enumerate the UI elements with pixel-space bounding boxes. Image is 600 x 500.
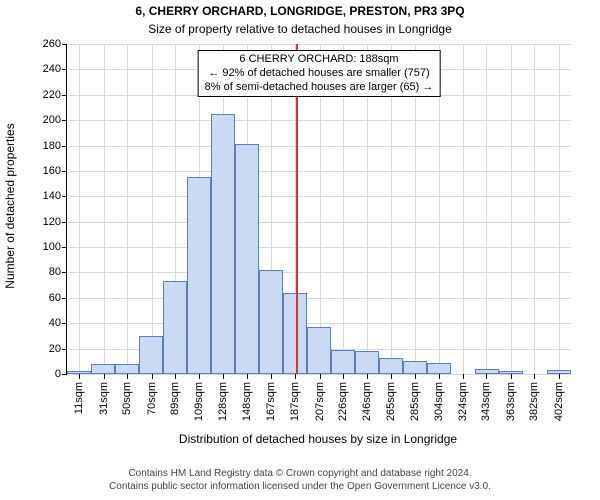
xtick-mark xyxy=(415,374,416,379)
gridline-v xyxy=(127,44,128,374)
xtick-mark xyxy=(199,374,200,379)
x-axis-label: Distribution of detached houses by size … xyxy=(66,432,570,446)
xtick-mark xyxy=(79,374,80,379)
xtick-mark xyxy=(223,374,224,379)
ytick-label: 160 xyxy=(43,165,67,177)
histogram-bar xyxy=(163,281,187,374)
histogram-bar xyxy=(235,144,259,374)
xtick-label: 167sqm xyxy=(265,382,277,421)
footer-line-1: Contains HM Land Registry data © Crown c… xyxy=(0,468,600,481)
xtick-label: 304sqm xyxy=(433,382,445,421)
xtick-label: 363sqm xyxy=(505,382,517,421)
annotation-line-3: 8% of semi-detached houses are larger (6… xyxy=(205,81,434,95)
xtick-mark xyxy=(175,374,176,379)
histogram-bar xyxy=(91,364,115,374)
histogram-bar xyxy=(211,114,235,374)
ytick-label: 20 xyxy=(49,343,67,355)
ytick-label: 100 xyxy=(43,241,67,253)
histogram-bar xyxy=(259,270,283,374)
xtick-mark xyxy=(320,374,321,379)
xtick-label: 128sqm xyxy=(217,382,229,421)
histogram-bar xyxy=(403,361,427,374)
histogram-bar xyxy=(283,293,307,374)
xtick-label: 285sqm xyxy=(409,382,421,421)
gridline-v xyxy=(152,44,153,374)
xtick-mark xyxy=(439,374,440,379)
histogram-bar xyxy=(187,177,211,374)
xtick-mark xyxy=(152,374,153,379)
gridline-v xyxy=(534,44,535,374)
xtick-label: 31sqm xyxy=(98,382,110,415)
ytick-label: 40 xyxy=(49,317,67,329)
chart-area: Number of detached properties 0204060801… xyxy=(66,44,570,374)
ytick-label: 240 xyxy=(43,63,67,75)
gridline-v xyxy=(79,44,80,374)
gridline-v xyxy=(463,44,464,374)
gridline-v xyxy=(511,44,512,374)
ytick-label: 80 xyxy=(49,266,67,278)
histogram-bar xyxy=(307,327,331,374)
xtick-label: 89sqm xyxy=(169,382,181,415)
histogram-bar xyxy=(331,350,355,374)
xtick-mark xyxy=(463,374,464,379)
chart-subtitle: Size of property relative to detached ho… xyxy=(0,22,600,36)
figure: { "canvas": { "width": 600, "height": 50… xyxy=(0,0,600,500)
footer-line-2: Contains public sector information licen… xyxy=(0,481,600,494)
ytick-label: 140 xyxy=(43,190,67,202)
xtick-label: 226sqm xyxy=(337,382,349,421)
ytick-label: 60 xyxy=(49,292,67,304)
xtick-mark xyxy=(271,374,272,379)
xtick-label: 148sqm xyxy=(241,382,253,421)
xtick-mark xyxy=(511,374,512,379)
ytick-label: 180 xyxy=(43,140,67,152)
xtick-label: 187sqm xyxy=(289,382,301,421)
histogram-bar xyxy=(355,351,379,374)
histogram-bar xyxy=(427,363,451,374)
xtick-label: 265sqm xyxy=(385,382,397,421)
annotation-box: 6 CHERRY ORCHARD: 188sqm ← 92% of detach… xyxy=(198,50,441,97)
histogram-bar xyxy=(139,336,163,374)
xtick-label: 207sqm xyxy=(314,382,326,421)
xtick-mark xyxy=(559,374,560,379)
xtick-mark xyxy=(486,374,487,379)
xtick-label: 343sqm xyxy=(480,382,492,421)
footer: Contains HM Land Registry data © Crown c… xyxy=(0,468,600,493)
xtick-mark xyxy=(391,374,392,379)
xtick-label: 109sqm xyxy=(193,382,205,421)
histogram-bar xyxy=(115,364,139,374)
xtick-mark xyxy=(367,374,368,379)
ytick-label: 260 xyxy=(43,38,67,50)
xtick-label: 11sqm xyxy=(73,382,85,414)
xtick-mark xyxy=(295,374,296,379)
plot-region: 020406080100120140160180200220240260 11s… xyxy=(66,44,571,375)
xtick-label: 50sqm xyxy=(121,382,133,415)
xtick-mark xyxy=(343,374,344,379)
xtick-mark xyxy=(247,374,248,379)
xtick-mark xyxy=(127,374,128,379)
gridline-v xyxy=(486,44,487,374)
xtick-label: 382sqm xyxy=(528,382,540,421)
xtick-mark xyxy=(104,374,105,379)
histogram-bar xyxy=(379,358,403,375)
gridline-v xyxy=(104,44,105,374)
annotation-line-1: 6 CHERRY ORCHARD: 188sqm xyxy=(205,53,434,67)
ytick-label: 220 xyxy=(43,89,67,101)
xtick-label: 324sqm xyxy=(457,382,469,421)
ytick-label: 200 xyxy=(43,114,67,126)
xtick-label: 402sqm xyxy=(553,382,565,421)
xtick-label: 246sqm xyxy=(361,382,373,421)
annotation-line-2: ← 92% of detached houses are smaller (75… xyxy=(205,67,434,81)
y-axis-label: Number of detached properties xyxy=(3,46,17,366)
chart-title: 6, CHERRY ORCHARD, LONGRIDGE, PRESTON, P… xyxy=(0,4,600,18)
ytick-label: 120 xyxy=(43,216,67,228)
xtick-mark xyxy=(534,374,535,379)
gridline-v xyxy=(559,44,560,374)
xtick-label: 70sqm xyxy=(146,382,158,415)
ytick-label: 0 xyxy=(55,368,67,380)
